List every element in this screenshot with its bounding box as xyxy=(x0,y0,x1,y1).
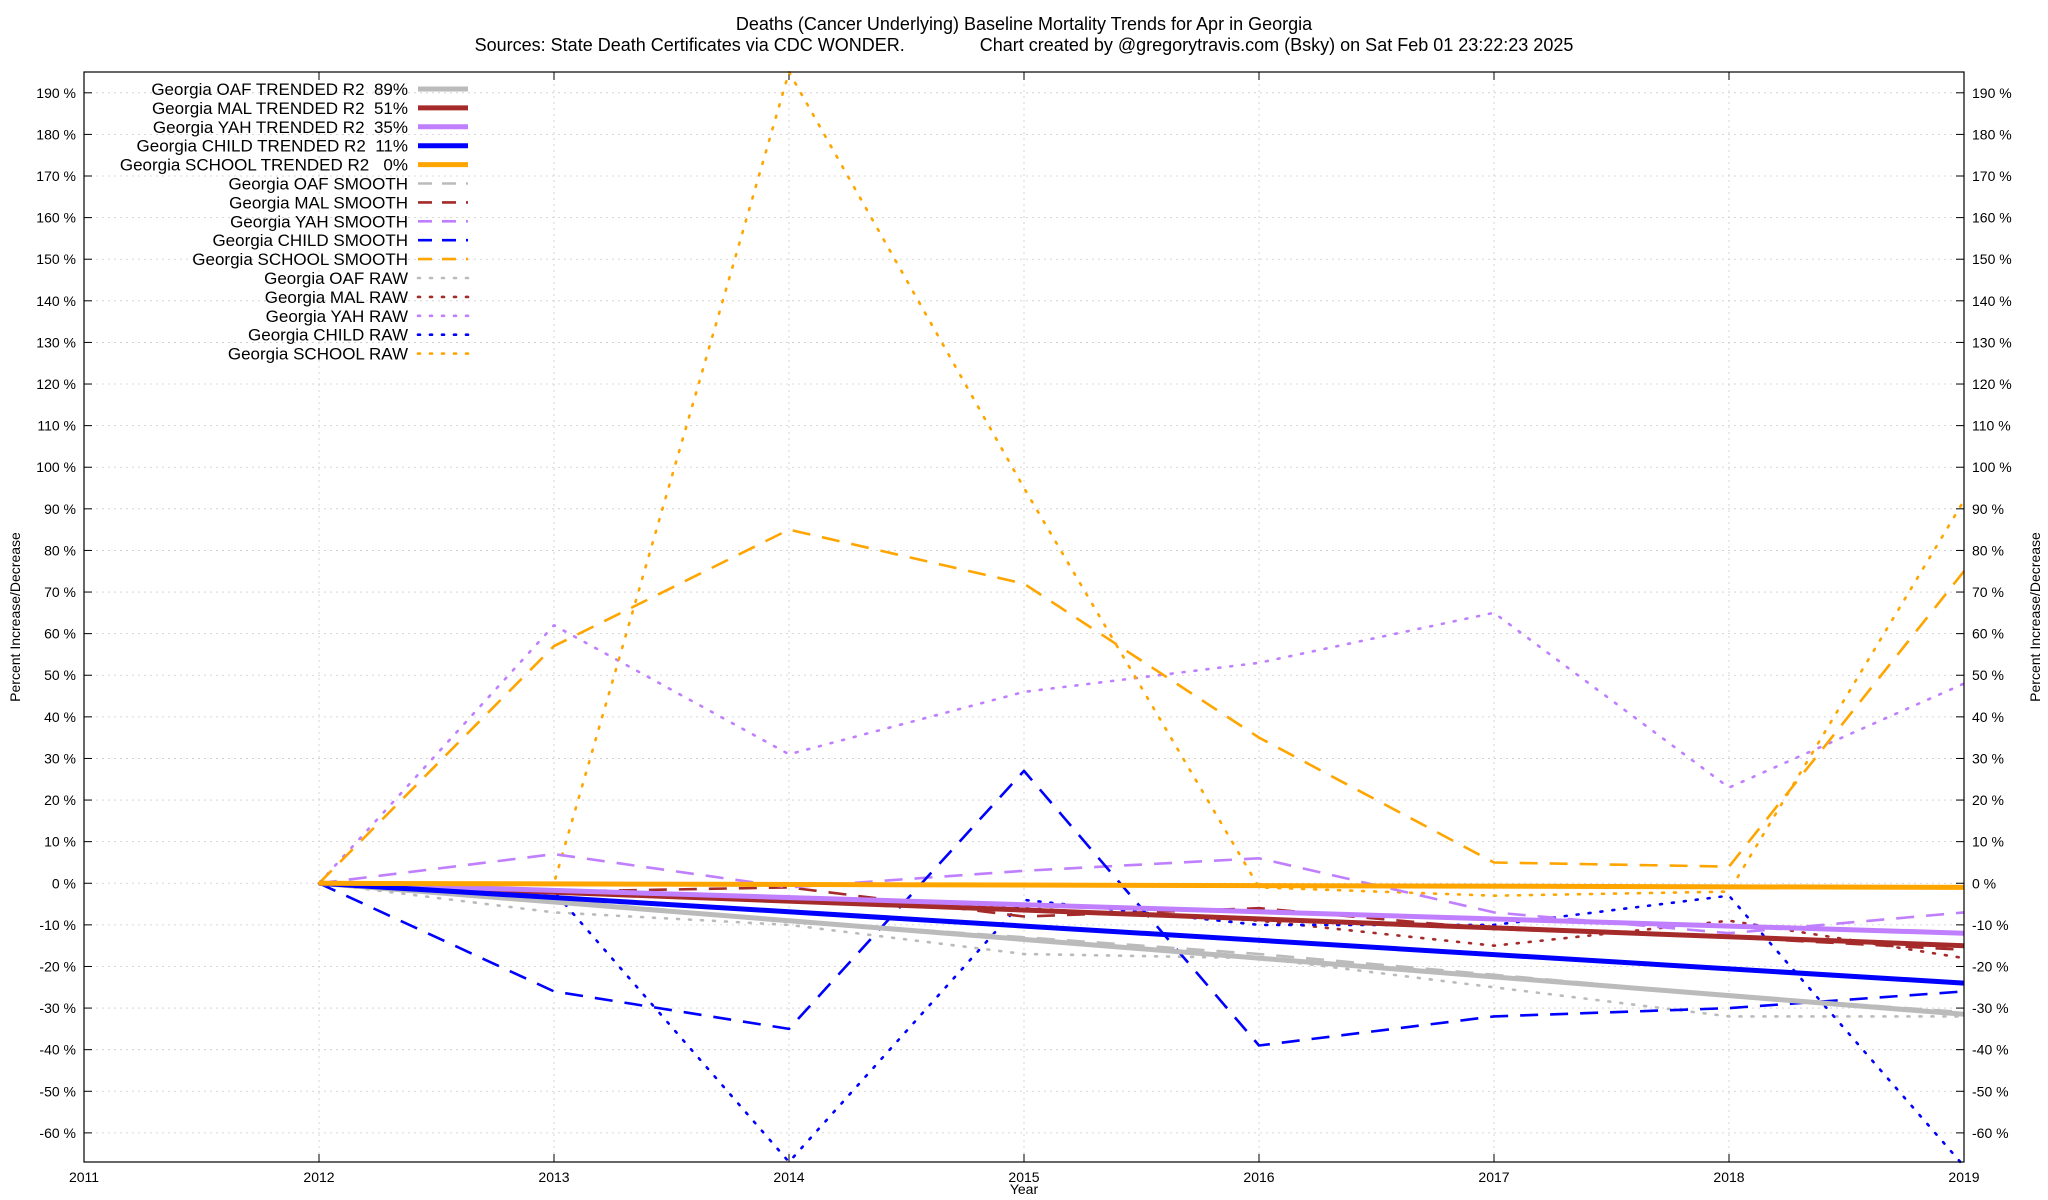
legend: Georgia OAF TRENDED R2 89%Georgia MAL TR… xyxy=(120,80,470,364)
y-tick-label-left: -20 % xyxy=(39,958,76,974)
x-tick-label: 2012 xyxy=(303,1169,334,1185)
series-georgia-yah-smooth xyxy=(318,852,1965,935)
y-tick-label-left: 100 % xyxy=(36,459,76,475)
y-tick-label-right: 40 % xyxy=(1972,709,2004,725)
legend-label: Georgia OAF RAW xyxy=(264,269,408,288)
x-axis-label: Year xyxy=(1010,1181,1039,1197)
y-tick-label-left: -50 % xyxy=(39,1083,76,1099)
legend-label: Georgia YAH SMOOTH xyxy=(230,212,408,231)
y-tick-label-right: 70 % xyxy=(1972,584,2004,600)
y-tick-label-left: 60 % xyxy=(44,626,76,642)
y-tick-label-left: 160 % xyxy=(36,210,76,226)
x-tick-label: 2011 xyxy=(69,1169,99,1185)
series-georgia-oaf-trended-r2-89 xyxy=(318,880,1965,1017)
y-tick-label-left: 110 % xyxy=(37,418,76,434)
axis-ticks: 190 % 190 % 180 % 180 % 170 % 170 % 160 % 160 %… xyxy=(36,72,2012,1185)
y-tick-label-right: 170 % xyxy=(1972,168,2012,184)
legend-label: Georgia YAH RAW xyxy=(266,307,408,326)
y-axis-label-right: Percent Increase/Decrease xyxy=(2027,532,2043,702)
x-tick-label: 2017 xyxy=(1478,1169,1509,1185)
y-tick-label-left: 70 % xyxy=(44,584,76,600)
y-tick-label-left: 30 % xyxy=(44,750,76,766)
series-georgia-child-trended-r2-11 xyxy=(318,880,1965,986)
y-tick-label-left: 0 % xyxy=(52,875,76,891)
series-lines xyxy=(317,70,1966,1168)
x-tick-label: 2013 xyxy=(538,1169,569,1185)
legend-label: Georgia SCHOOL RAW xyxy=(228,345,408,364)
y-tick-label-right: -50 % xyxy=(1972,1083,2009,1099)
series-georgia-yah-trended-r2-35 xyxy=(318,880,1965,936)
x-tick-label: 2016 xyxy=(1243,1169,1274,1185)
legend-label: Georgia SCHOOL SMOOTH xyxy=(192,250,408,269)
series-georgia-school-trended-r2-0 xyxy=(318,880,1965,890)
y-axis-label-left: Percent Increase/Decrease xyxy=(7,532,23,702)
y-tick-label-left: 190 % xyxy=(36,85,76,101)
legend-label: Georgia MAL SMOOTH xyxy=(229,193,408,212)
y-tick-label-left: -40 % xyxy=(39,1042,76,1058)
y-tick-label-right: -10 % xyxy=(1972,917,2009,933)
y-tick-label-right: 140 % xyxy=(1972,293,2012,309)
chart-title: Deaths (Cancer Underlying) Baseline Mort… xyxy=(736,14,1313,34)
y-tick-label-right: 80 % xyxy=(1972,542,2004,558)
plot-frame xyxy=(83,71,1965,1163)
legend-label: Georgia MAL TRENDED R2 51% xyxy=(152,99,408,118)
y-tick-label-left: 80 % xyxy=(44,542,76,558)
y-tick-label-right: 10 % xyxy=(1972,834,2004,850)
y-tick-label-right: 90 % xyxy=(1972,501,2004,517)
y-tick-label-right: -60 % xyxy=(1972,1125,2009,1141)
y-tick-label-left: 90 % xyxy=(44,501,76,517)
y-tick-label-left: 20 % xyxy=(44,792,76,808)
y-tick-label-left: 120 % xyxy=(36,376,76,392)
y-tick-label-left: 130 % xyxy=(36,334,76,350)
y-tick-label-right: -40 % xyxy=(1972,1042,2009,1058)
y-tick-label-right: 100 % xyxy=(1972,459,2012,475)
y-tick-label-left: 10 % xyxy=(44,834,76,850)
y-tick-label-right: -30 % xyxy=(1972,1000,2009,1016)
y-tick-label-left: 140 % xyxy=(36,293,76,309)
series-georgia-school-raw xyxy=(317,70,1966,898)
y-tick-label-right: 20 % xyxy=(1972,792,2004,808)
x-tick-label: 2018 xyxy=(1713,1169,1744,1185)
legend-label: Georgia CHILD SMOOTH xyxy=(212,231,408,250)
y-tick-label-right: 50 % xyxy=(1972,667,2004,683)
x-tick-label: 2019 xyxy=(1948,1169,1979,1185)
legend-label: Georgia MAL RAW xyxy=(265,288,408,307)
legend-label: Georgia CHILD RAW xyxy=(248,326,408,345)
y-tick-label-right: 190 % xyxy=(1972,85,2012,101)
y-tick-label-left: 150 % xyxy=(36,251,76,267)
y-tick-label-right: 130 % xyxy=(1972,334,2012,350)
x-tick-label: 2015 xyxy=(1008,1169,1039,1185)
y-tick-label-right: 180 % xyxy=(1972,126,2012,142)
series-georgia-school-smooth xyxy=(318,528,1966,885)
y-tick-label-right: 30 % xyxy=(1972,750,2004,766)
y-tick-label-left: 180 % xyxy=(36,126,76,142)
legend-label: Georgia OAF TRENDED R2 89% xyxy=(151,80,408,99)
y-tick-label-right: 0 % xyxy=(1972,875,1996,891)
y-tick-label-right: 160 % xyxy=(1972,210,2012,226)
y-tick-label-left: -60 % xyxy=(39,1125,76,1141)
y-tick-label-right: -20 % xyxy=(1972,958,2009,974)
y-tick-label-right: 110 % xyxy=(1972,418,2011,434)
x-tick-label: 2014 xyxy=(773,1169,804,1185)
y-tick-label-right: 60 % xyxy=(1972,626,2004,642)
y-tick-label-left: 50 % xyxy=(44,667,76,683)
legend-label: Georgia CHILD TRENDED R2 11% xyxy=(137,137,408,156)
y-tick-label-left: 40 % xyxy=(44,709,76,725)
chart-subtitle: Sources: State Death Certificates via CD… xyxy=(475,35,1574,55)
y-tick-label-right: 150 % xyxy=(1972,251,2012,267)
legend-label: Georgia YAH TRENDED R2 35% xyxy=(153,118,408,137)
legend-label: Georgia SCHOOL TRENDED R2 0% xyxy=(120,156,408,175)
y-tick-label-left: -10 % xyxy=(39,917,76,933)
y-tick-label-left: 170 % xyxy=(36,168,76,184)
series-georgia-oaf-raw xyxy=(317,881,1966,1018)
y-tick-label-left: -30 % xyxy=(39,1000,76,1016)
y-tick-label-right: 120 % xyxy=(1972,376,2012,392)
legend-label: Georgia OAF SMOOTH xyxy=(229,175,408,194)
